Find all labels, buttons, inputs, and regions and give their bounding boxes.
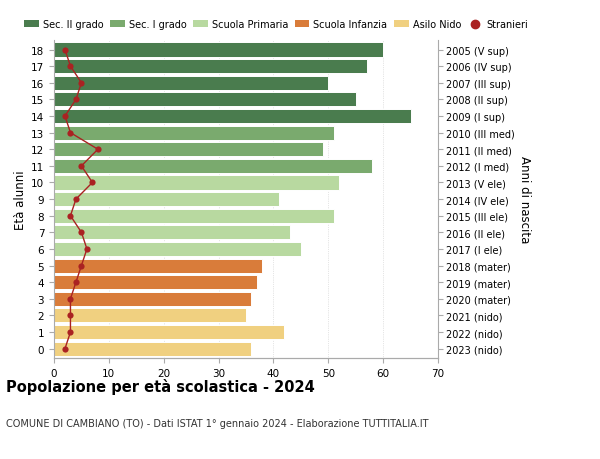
Point xyxy=(77,80,86,87)
Bar xyxy=(54,93,356,107)
Point xyxy=(60,47,70,54)
Bar xyxy=(54,143,323,157)
Point xyxy=(71,196,81,203)
Legend: Sec. II grado, Sec. I grado, Scuola Primaria, Scuola Infanzia, Asilo Nido, Stran: Sec. II grado, Sec. I grado, Scuola Prim… xyxy=(25,20,528,30)
Bar xyxy=(54,159,372,174)
Point xyxy=(65,63,75,71)
Point xyxy=(77,163,86,170)
Point xyxy=(60,113,70,120)
Bar xyxy=(54,209,334,223)
Point xyxy=(65,296,75,303)
Point xyxy=(71,279,81,286)
Point xyxy=(77,229,86,236)
Bar xyxy=(54,342,251,356)
Point xyxy=(77,263,86,270)
Bar xyxy=(54,110,410,124)
Y-axis label: Anni di nascita: Anni di nascita xyxy=(518,156,531,243)
Point xyxy=(93,146,103,154)
Point xyxy=(71,96,81,104)
Point xyxy=(65,213,75,220)
Point xyxy=(88,179,97,187)
Bar xyxy=(54,309,246,323)
Y-axis label: Età alunni: Età alunni xyxy=(14,170,27,230)
Bar xyxy=(54,193,279,207)
Text: Popolazione per età scolastica - 2024: Popolazione per età scolastica - 2024 xyxy=(6,379,315,395)
Bar xyxy=(54,259,262,273)
Bar xyxy=(54,325,284,339)
Bar xyxy=(54,275,257,290)
Bar xyxy=(54,242,301,257)
Bar xyxy=(54,77,328,90)
Point xyxy=(65,312,75,319)
Text: COMUNE DI CAMBIANO (TO) - Dati ISTAT 1° gennaio 2024 - Elaborazione TUTTITALIA.I: COMUNE DI CAMBIANO (TO) - Dati ISTAT 1° … xyxy=(6,418,428,428)
Point xyxy=(65,129,75,137)
Bar xyxy=(54,44,383,57)
Point xyxy=(82,246,92,253)
Bar xyxy=(54,292,251,306)
Bar xyxy=(54,126,334,140)
Bar xyxy=(54,176,339,190)
Point xyxy=(60,345,70,353)
Bar xyxy=(54,60,367,74)
Point xyxy=(65,329,75,336)
Bar xyxy=(54,226,290,240)
